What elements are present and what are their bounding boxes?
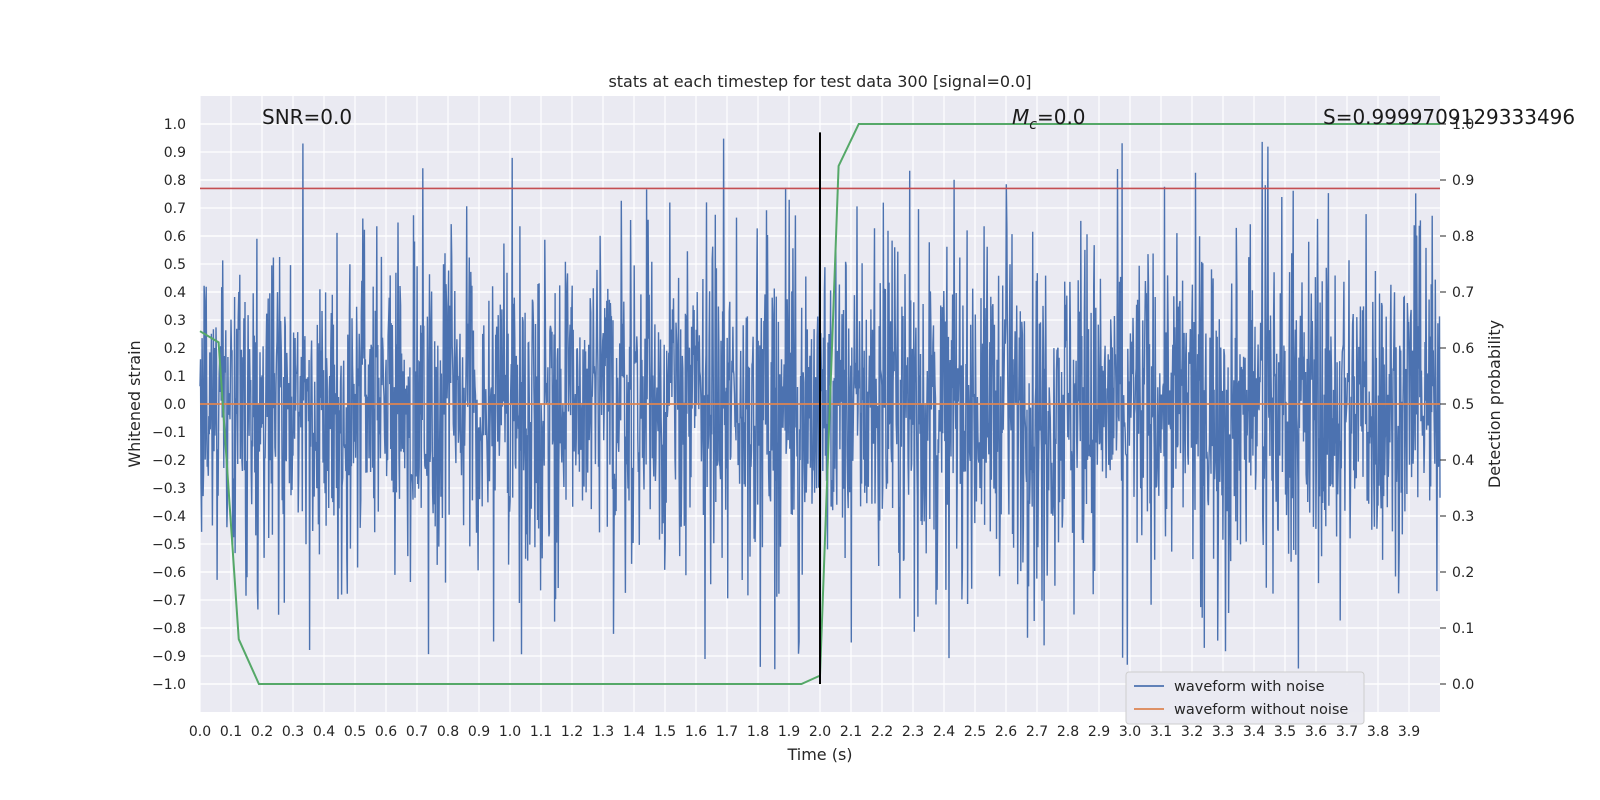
x-tick-label: 2.8 [1057,724,1079,740]
chart-title: stats at each timestep for test data 300… [608,72,1031,91]
x-tick-label: 1.1 [530,724,552,740]
x-tick-label: 2.1 [840,724,862,740]
x-tick-label: 0.6 [375,724,397,740]
x-tick-label: 1.3 [592,724,614,740]
y-tick-label: 0.0 [164,397,186,413]
mc-annotation: Mc=0.0 [1012,105,1086,133]
y-tick-label: 0.1 [164,369,186,385]
y-tick-label: 0.2 [164,341,186,357]
x-tick-label: 2.0 [809,724,831,740]
x-tick-label: 3.9 [1398,724,1420,740]
mc-symbol: M [1012,105,1029,129]
y-tick-label: 0.5 [164,257,186,273]
y-tick-label: −0.4 [152,509,186,525]
snr-annotation: SNR=0.0 [262,105,352,129]
y-tick-label: −0.7 [152,593,186,609]
x-tick-label: 0.2 [251,724,273,740]
x-tick-label: 0.3 [282,724,304,740]
overlay-lines [200,132,1440,684]
x-tick-label: 3.4 [1243,724,1265,740]
y-axis-ticks: 1.0 0.9 0.8 0.7 0.6 0.5 0.4 0.3 0.2 0.1 0.0 −0.1 −0.… [152,117,186,693]
y2-tick-label: 1.0 [1452,117,1474,133]
y-tick-label: 0.7 [164,201,186,217]
x-tick-label: 3.6 [1305,724,1327,740]
y2-tick-label: 0.2 [1452,565,1474,581]
x-tick-label: 1.6 [685,724,707,740]
y-tick-label: −0.3 [152,481,186,497]
x-tick-label: 1.9 [778,724,800,740]
x-tick-label: 1.0 [499,724,521,740]
x-tick-label: 3.2 [1181,724,1203,740]
x-tick-label: 1.8 [747,724,769,740]
x-tick-label: 0.8 [437,724,459,740]
y-tick-label: −0.6 [152,565,186,581]
x-tick-label: 3.5 [1274,724,1296,740]
x-tick-label: 1.7 [716,724,738,740]
y-tick-label: −0.9 [152,649,186,665]
y-tick-label: −0.8 [152,621,186,637]
x-tick-label: 0.0 [189,724,211,740]
y2-axis-label: Detection probability [1485,320,1504,488]
y-tick-label: −0.1 [152,425,186,441]
y-tick-label: 0.6 [164,229,186,245]
x-tick-label: 2.4 [933,724,955,740]
legend-label-noise: waveform with noise [1174,679,1325,695]
legend: waveform with noise waveform without noi… [1125,671,1365,725]
y-tick-label: 1.0 [164,117,186,133]
x-tick-label: 1.5 [654,724,676,740]
y2-tick-label: 0.4 [1452,453,1474,469]
x-tick-label: 2.9 [1088,724,1110,740]
x-tick-label: 0.5 [344,724,366,740]
y2-tick-label: 0.1 [1452,621,1474,637]
x-tick-label: 2.6 [995,724,1017,740]
x-tick-label: 3.8 [1367,724,1389,740]
x-tick-label: 2.2 [871,724,893,740]
y2-tick-label: 0.8 [1452,229,1474,245]
y2-tick-label: 0.3 [1452,509,1474,525]
detection-probability-line [199,123,1440,685]
y2-tick-label: 0.7 [1452,285,1474,301]
x-tick-label: 3.1 [1150,724,1172,740]
x-tick-label: 2.7 [1026,724,1048,740]
x-tick-label: 0.9 [468,724,490,740]
mc-subscript: c [1029,117,1037,133]
x-tick-label: 3.7 [1336,724,1358,740]
y-tick-label: 0.8 [164,173,186,189]
y-tick-label: −1.0 [152,677,186,693]
y2-tick-label: 0.5 [1452,397,1474,413]
x-tick-label: 1.4 [623,724,645,740]
y2-axis-ticks: 1.0 0.9 0.8 0.7 0.6 0.5 0.4 0.3 0.2 0.1 0.0 [1440,117,1474,693]
x-tick-label: 2.5 [964,724,986,740]
legend-label-clean: waveform without noise [1174,702,1348,718]
x-tick-label: 3.0 [1119,724,1141,740]
y-tick-label: −0.2 [152,453,186,469]
series-detection-probability [199,123,1440,685]
y-tick-label: 0.4 [164,285,186,301]
y2-tick-label: 0.6 [1452,341,1474,357]
mc-value: =0.0 [1037,105,1086,129]
y-tick-label: −0.5 [152,537,186,553]
s-annotation: S=0.9999709129333496 [1323,105,1575,129]
x-tick-label: 0.4 [313,724,335,740]
x-axis-label: Time (s) [786,745,852,764]
x-tick-label: 2.3 [902,724,924,740]
legend-box [1125,671,1365,725]
x-tick-label: 0.1 [220,724,242,740]
y-axis-label: Whitened strain [125,340,144,467]
y2-tick-label: 0.0 [1452,677,1474,693]
y-tick-label: 0.9 [164,145,186,161]
y2-tick-label: 0.9 [1452,173,1474,189]
y-tick-label: 0.3 [164,313,186,329]
x-tick-label: 3.3 [1212,724,1234,740]
x-axis-ticks: 0.0 0.1 0.2 0.3 0.4 0.5 0.6 0.7 0.8 0.9 1.0 1.1 1.2 1… [189,724,1420,740]
x-tick-label: 1.2 [561,724,583,740]
x-tick-label: 0.7 [406,724,428,740]
